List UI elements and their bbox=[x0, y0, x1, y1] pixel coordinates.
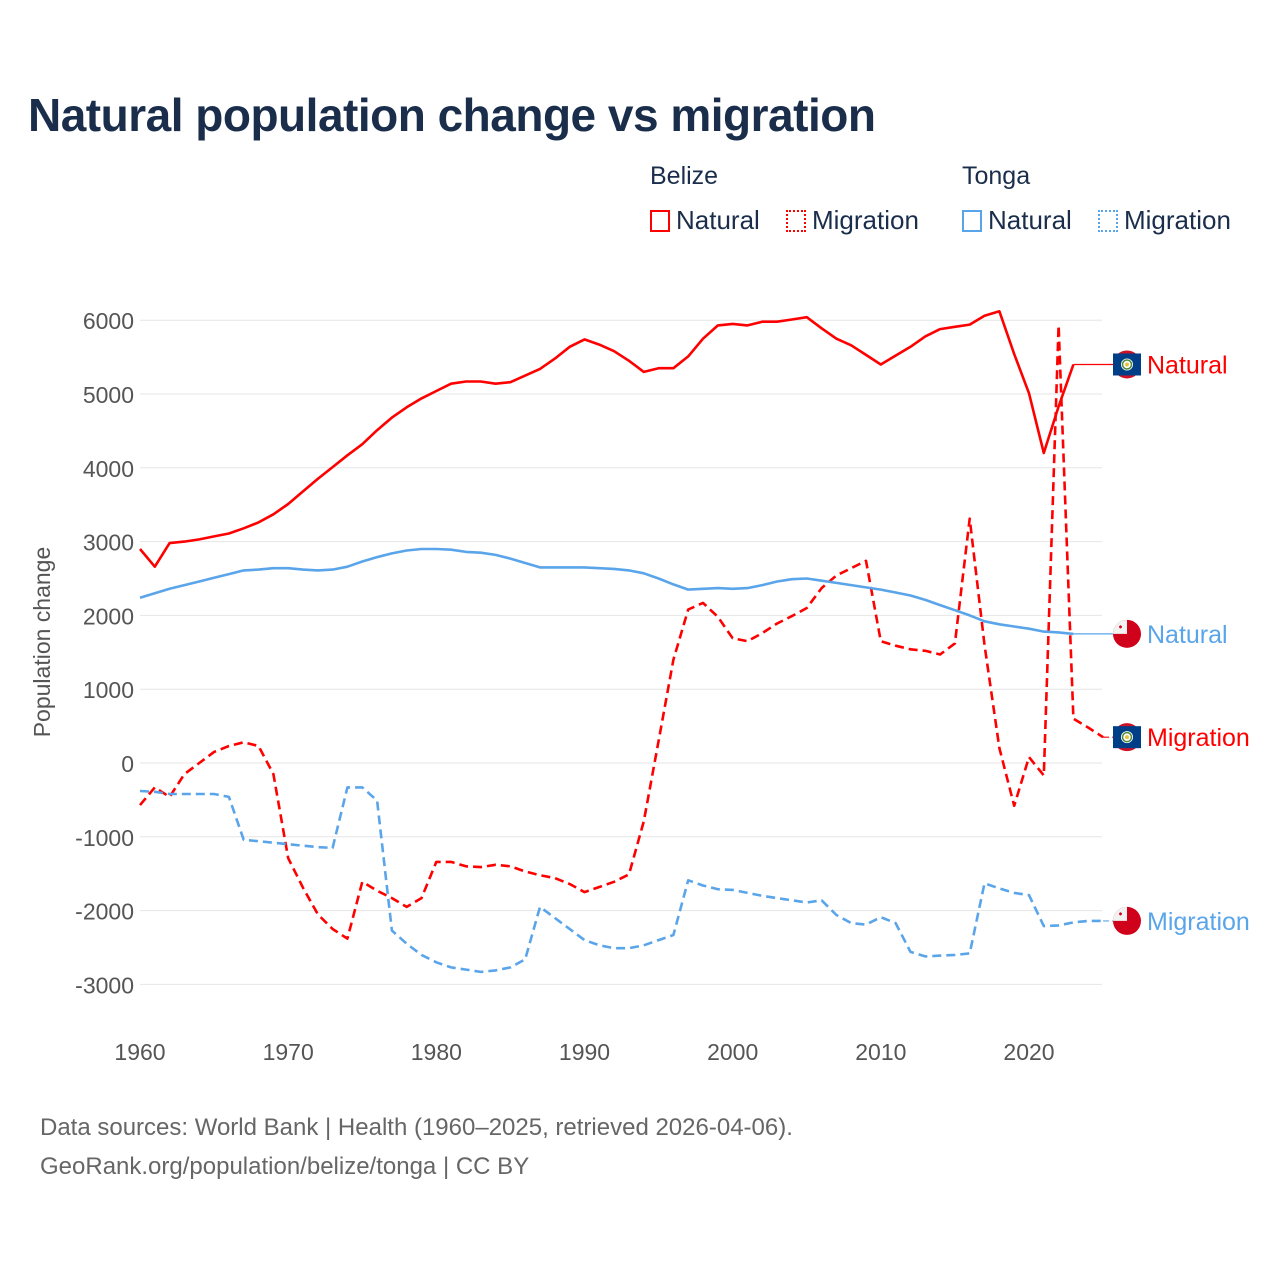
y-tick-label: 0 bbox=[121, 751, 134, 777]
legend-belize-migration[interactable]: Migration bbox=[786, 205, 919, 236]
legend-tonga-migration[interactable]: Migration bbox=[1098, 205, 1231, 236]
y-axis-label: Population change bbox=[29, 547, 55, 738]
belize-flag-wreath bbox=[1121, 359, 1133, 370]
x-tick-label: 1960 bbox=[114, 1039, 165, 1065]
end-label-tonga-natural: Natural bbox=[1147, 621, 1228, 649]
legend-belize-natural[interactable]: Natural bbox=[650, 205, 760, 236]
end-label-tonga-migration: Migration bbox=[1147, 908, 1250, 936]
source-note: Data sources: World Bank | Health (1960–… bbox=[40, 1108, 793, 1186]
legend-group-belize: Belize bbox=[650, 162, 719, 190]
y-tick-label: 2000 bbox=[83, 603, 134, 629]
belize-flag-wreath bbox=[1121, 731, 1133, 743]
end-label-belize-migration: Migration bbox=[1147, 724, 1250, 752]
end-label-belize-natural: Natural bbox=[1147, 351, 1228, 379]
legend-label: Natural bbox=[988, 205, 1072, 235]
legend-label: Migration bbox=[1124, 205, 1231, 235]
x-tick-label: 2000 bbox=[707, 1039, 758, 1065]
series-line-belize-natural bbox=[139, 309, 1075, 569]
y-tick-label: 3000 bbox=[83, 530, 134, 556]
x-tick-label: 1970 bbox=[263, 1039, 314, 1065]
legend-swatch-dotted-red bbox=[786, 209, 806, 232]
belize-flag-shield bbox=[1125, 362, 1129, 367]
y-tick-label: -2000 bbox=[75, 899, 134, 925]
tonga-flag-cross bbox=[1119, 625, 1122, 629]
source-line-2: GeoRank.org/population/belize/tonga | CC… bbox=[40, 1153, 530, 1180]
legend-swatch-solid-blue bbox=[962, 209, 982, 232]
y-tick-label: -1000 bbox=[75, 825, 134, 851]
x-tick-label: 2020 bbox=[1003, 1039, 1054, 1065]
source-line-1: Data sources: World Bank | Health (1960–… bbox=[40, 1114, 793, 1141]
tonga-flag-cross bbox=[1119, 912, 1122, 916]
legend-tonga-natural[interactable]: Natural bbox=[962, 205, 1072, 236]
series-line-belize-migration bbox=[139, 324, 1104, 940]
x-tick-label: 2010 bbox=[855, 1039, 906, 1065]
series-line-tonga-natural bbox=[139, 547, 1074, 636]
y-tick-label: 1000 bbox=[83, 677, 134, 703]
legend-swatch-solid-red bbox=[650, 209, 670, 232]
y-tick-label: 4000 bbox=[83, 456, 134, 482]
series-line-tonga-migration bbox=[139, 786, 1104, 974]
chart-title: Natural population change vs migration bbox=[28, 89, 876, 141]
legend-label: Natural bbox=[676, 205, 760, 235]
y-tick-label: 6000 bbox=[83, 308, 134, 334]
x-tick-label: 1990 bbox=[559, 1039, 610, 1065]
y-tick-label: -3000 bbox=[75, 972, 134, 998]
legend-swatch-dotted-blue bbox=[1098, 209, 1118, 232]
legend-label: Migration bbox=[812, 205, 919, 235]
belize-flag-shield bbox=[1125, 735, 1129, 740]
x-tick-label: 1980 bbox=[411, 1039, 462, 1065]
legend-group-tonga: Tonga bbox=[962, 162, 1031, 190]
y-tick-label: 5000 bbox=[83, 382, 134, 408]
